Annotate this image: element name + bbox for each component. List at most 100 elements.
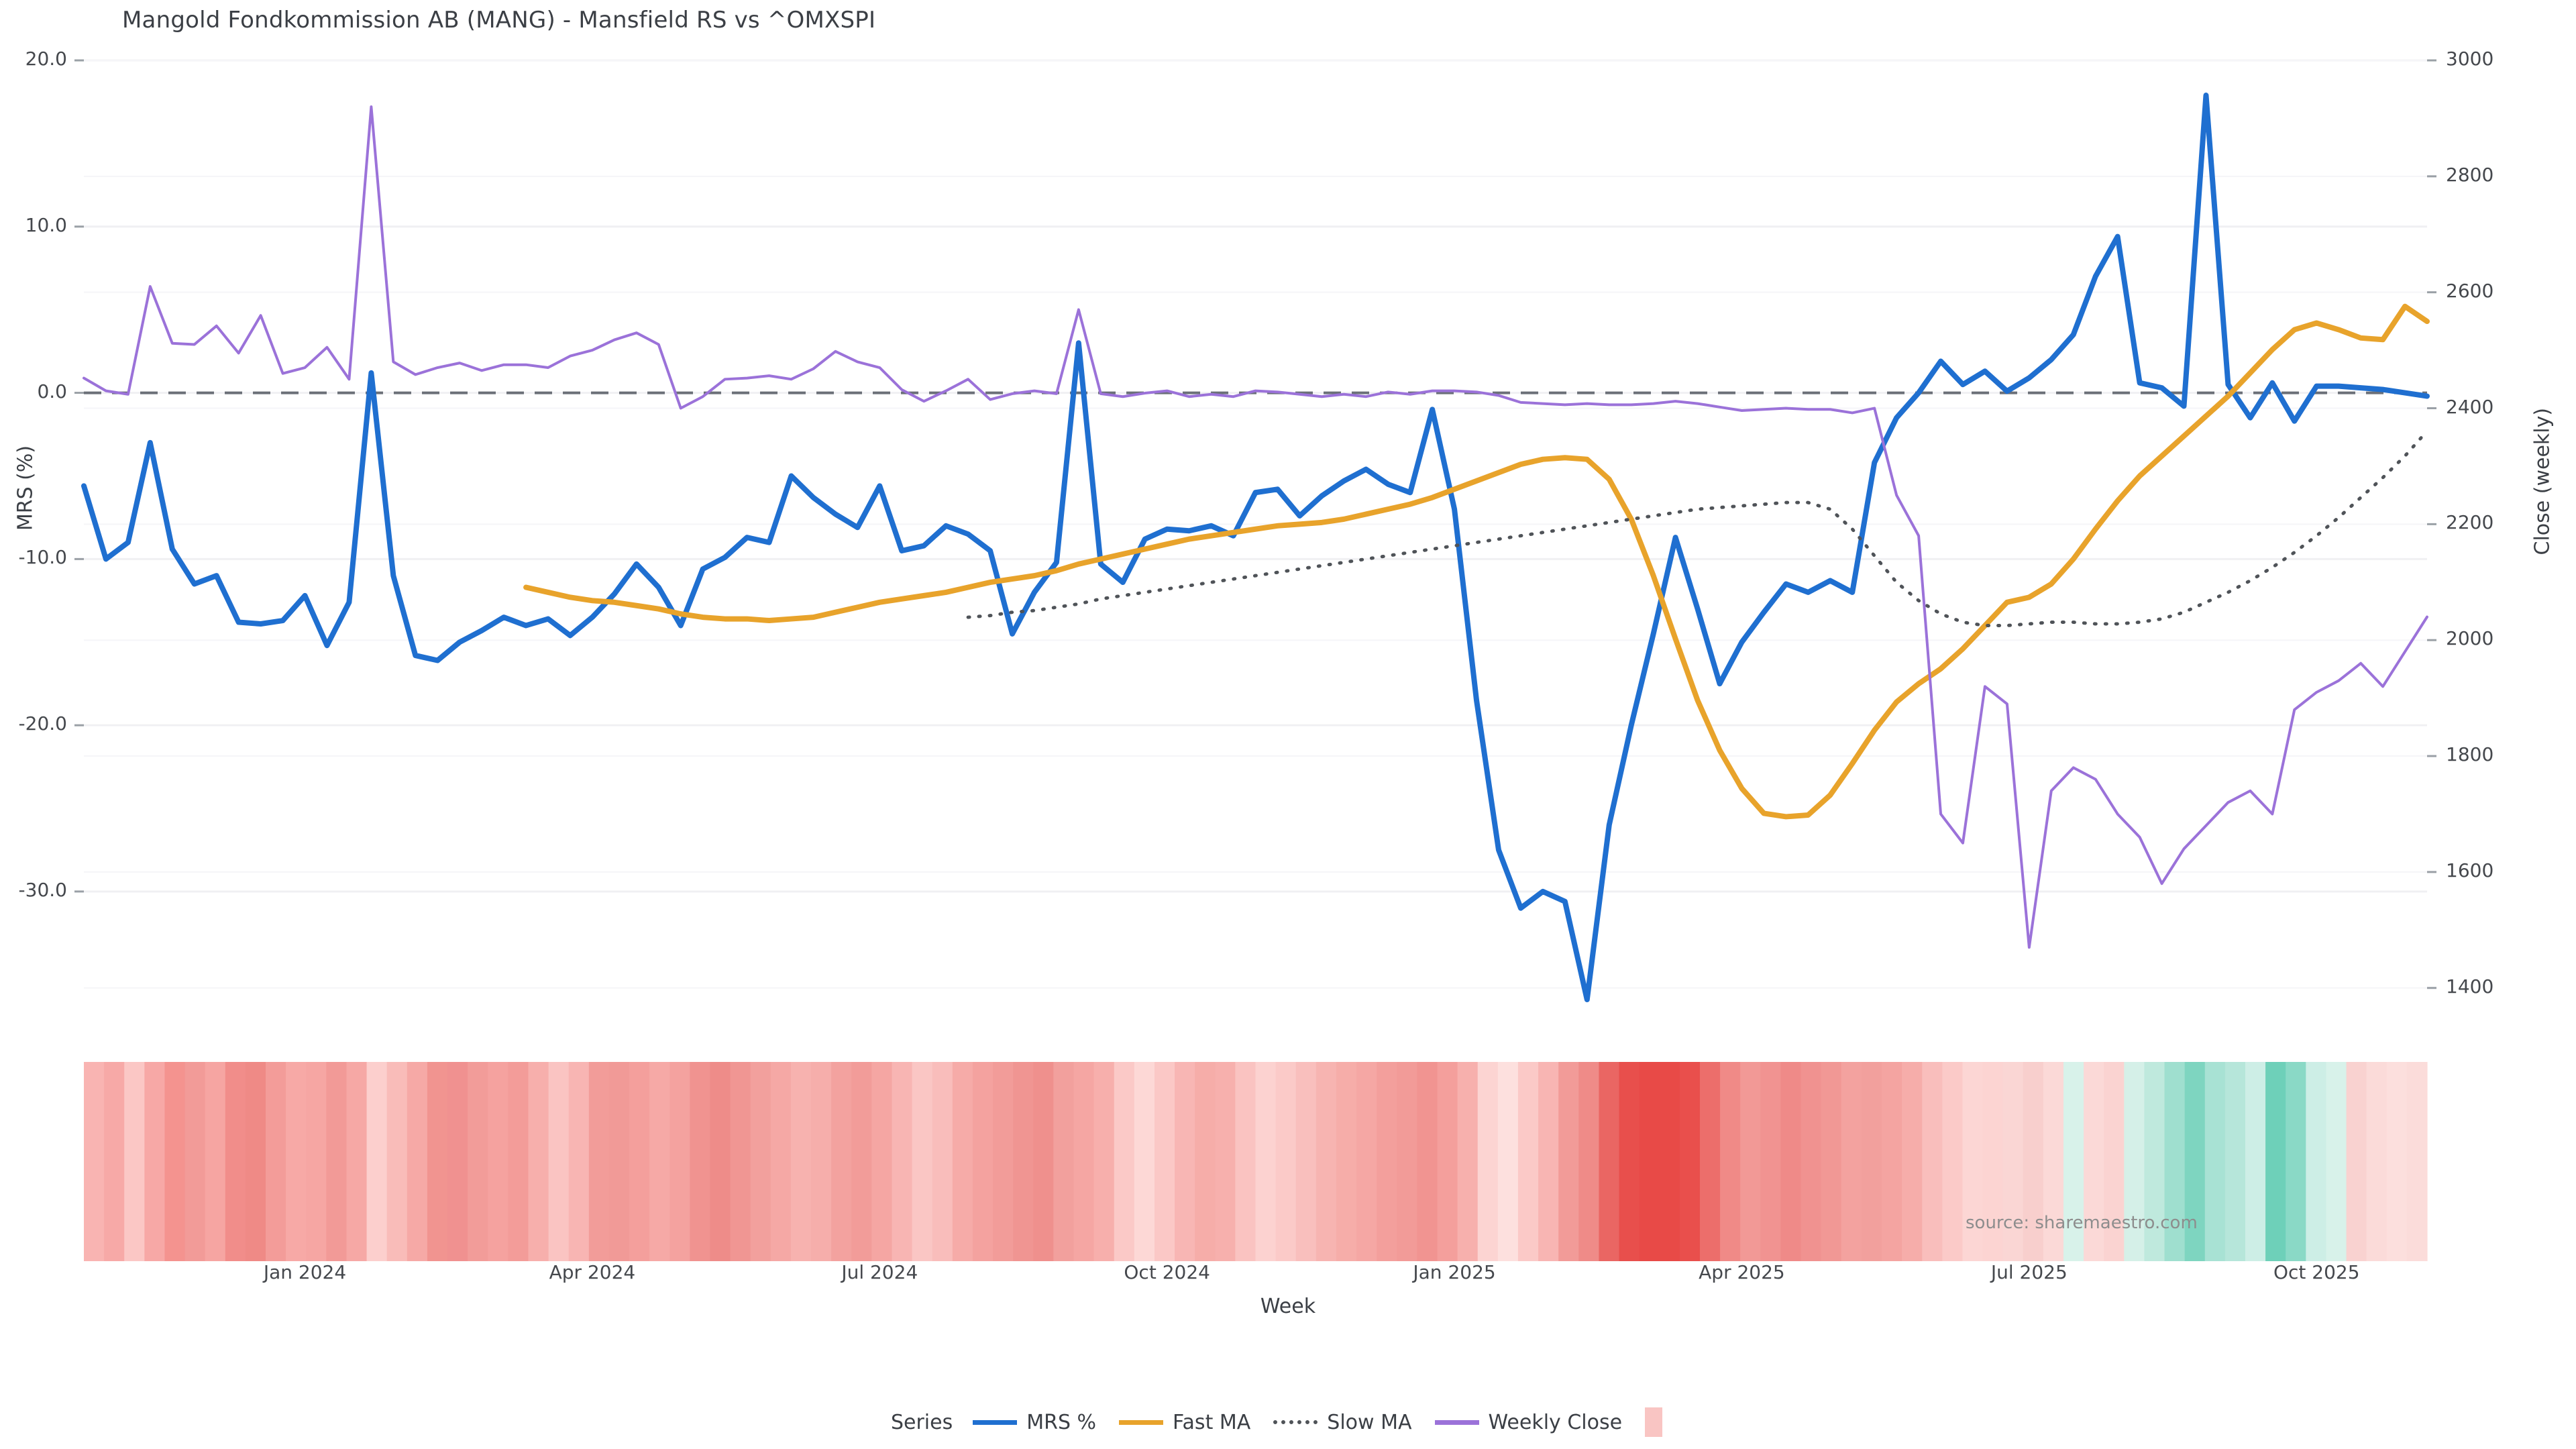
heatmap-cell xyxy=(1578,1062,1599,1261)
heatmap-cell xyxy=(1175,1062,1195,1261)
x-tick-label: Jan 2024 xyxy=(263,1261,347,1283)
heatmap-cell xyxy=(386,1062,408,1261)
heatmap-cell xyxy=(1073,1062,1095,1261)
heatmap-cell xyxy=(1114,1062,1135,1261)
heatmap-cell xyxy=(104,1062,125,1261)
heatmap-cell xyxy=(1720,1062,1741,1261)
heatmap-cell xyxy=(427,1062,448,1261)
heatmap-cell xyxy=(2366,1062,2387,1261)
heatmap-cell xyxy=(1881,1062,1902,1261)
heatmap-cell xyxy=(649,1062,670,1261)
legend-item[interactable]: MRS % xyxy=(973,1411,1096,1434)
axis-tick-marks xyxy=(74,59,2436,989)
heatmap-cell xyxy=(2245,1062,2266,1261)
heatmap-cell xyxy=(1457,1062,1479,1261)
heatmap-cell xyxy=(1922,1062,1943,1261)
x-tick-label: Oct 2025 xyxy=(2273,1261,2360,1283)
heatmap-cell xyxy=(568,1062,590,1261)
heatmap-cell xyxy=(1962,1062,1984,1261)
heatmap-cell xyxy=(2224,1062,2246,1261)
heatmap-cell xyxy=(1275,1062,1297,1261)
heatmap-cell xyxy=(1093,1062,1115,1261)
page-title: Mangold Fondkommission AB (MANG) - Mansf… xyxy=(122,7,876,34)
heatmap-cell xyxy=(164,1062,186,1261)
heatmap-cell xyxy=(1013,1062,1034,1261)
heatmap-cell xyxy=(2023,1062,2044,1261)
heatmap-cell xyxy=(1841,1062,1862,1261)
y-tick-label-right: 3000 xyxy=(2446,48,2494,70)
x-tick-label: Jul 2024 xyxy=(841,1261,918,1283)
heatmap-cell xyxy=(811,1062,832,1261)
series-paths xyxy=(81,93,2430,1002)
heatmap-cell xyxy=(1740,1062,1761,1261)
x-tick-label: Apr 2024 xyxy=(549,1261,636,1283)
gridlines xyxy=(84,59,2427,989)
heatmap-cell xyxy=(1336,1062,1357,1261)
heatmap-cell xyxy=(608,1062,630,1261)
series-line-fast-ma xyxy=(523,303,2430,820)
y-tick-label-left: -20.0 xyxy=(18,712,67,735)
heatmap-cell xyxy=(1861,1062,1882,1261)
y-tick-label-right: 1600 xyxy=(2446,859,2494,881)
heatmap-cell xyxy=(2063,1062,2084,1261)
heatmap-cell xyxy=(2043,1062,2064,1261)
y-tick-label-right: 2600 xyxy=(2446,279,2494,302)
heatmap-cell xyxy=(1639,1062,1660,1261)
y-tick-label-right: 2800 xyxy=(2446,163,2494,186)
heatmap-cell xyxy=(144,1062,166,1261)
legend-item[interactable]: Weekly Close xyxy=(1434,1410,1623,1434)
heatmap-cell xyxy=(346,1062,368,1261)
heatmap-cell xyxy=(1437,1062,1458,1261)
heatmap-cell xyxy=(205,1062,226,1261)
heatmap-cell xyxy=(184,1062,206,1261)
heatmap-cell xyxy=(1497,1062,1519,1261)
heatmap-cell xyxy=(1780,1062,1802,1261)
heatmap-cell xyxy=(629,1062,650,1261)
series-line-mrs- xyxy=(81,93,2430,1002)
heatmap-cell xyxy=(1477,1062,1499,1261)
heatmap-cell xyxy=(1377,1062,1397,1261)
legend-item[interactable]: Slow MA xyxy=(1273,1411,1412,1434)
heatmap-cell xyxy=(528,1062,549,1261)
heatmap-cell xyxy=(730,1062,751,1261)
heatmap-cell xyxy=(2265,1062,2286,1261)
heatmap-cell xyxy=(912,1062,933,1261)
y-tick-label-right: 2400 xyxy=(2446,395,2494,418)
y-tick-label-left: -10.0 xyxy=(18,546,67,569)
legend-swatch-box-icon xyxy=(1645,1407,1663,1437)
heatmap-cell xyxy=(306,1062,327,1261)
y-tick-label-right: 1800 xyxy=(2446,743,2494,766)
heatmap-cell xyxy=(1215,1062,1236,1261)
series-line-weekly-close xyxy=(83,105,2428,949)
heatmap-cell xyxy=(710,1062,731,1261)
heatmap-cell xyxy=(790,1062,812,1261)
heatmap-cell xyxy=(2204,1062,2226,1261)
heatmap-cell xyxy=(1619,1062,1640,1261)
heatmap-cell xyxy=(326,1062,347,1261)
y-tick-label-left: 10.0 xyxy=(25,213,67,236)
x-axis-label: Week xyxy=(1260,1295,1316,1318)
heatmap-cell xyxy=(993,1062,1014,1261)
heatmap-cell xyxy=(2406,1062,2428,1261)
heatmap-cell xyxy=(1295,1062,1317,1261)
legend-item[interactable]: Fast MA xyxy=(1119,1411,1250,1434)
heatmap-cell xyxy=(2326,1062,2347,1261)
heatmap-cell xyxy=(1134,1062,1155,1261)
heatmap-cell xyxy=(1982,1062,2004,1261)
heatmap-cell xyxy=(2346,1062,2367,1261)
y-tick-label-left: 0.0 xyxy=(37,380,67,402)
legend-item[interactable] xyxy=(1645,1407,1663,1437)
source-note: source: sharemaestro.com xyxy=(1966,1213,2198,1233)
heatmap-cell xyxy=(1235,1062,1256,1261)
legend-swatch-line-icon xyxy=(1119,1419,1164,1425)
y-tick-label-right: 2000 xyxy=(2446,627,2494,650)
legend-item-label: Weekly Close xyxy=(1488,1410,1623,1434)
heatmap-cell xyxy=(548,1062,570,1261)
heatmap-cell xyxy=(84,1062,105,1261)
heatmap-cell xyxy=(2084,1062,2104,1261)
heatmap-cell xyxy=(932,1062,953,1261)
heatmap-cell xyxy=(2124,1062,2145,1261)
heatmap-cell xyxy=(468,1062,488,1261)
